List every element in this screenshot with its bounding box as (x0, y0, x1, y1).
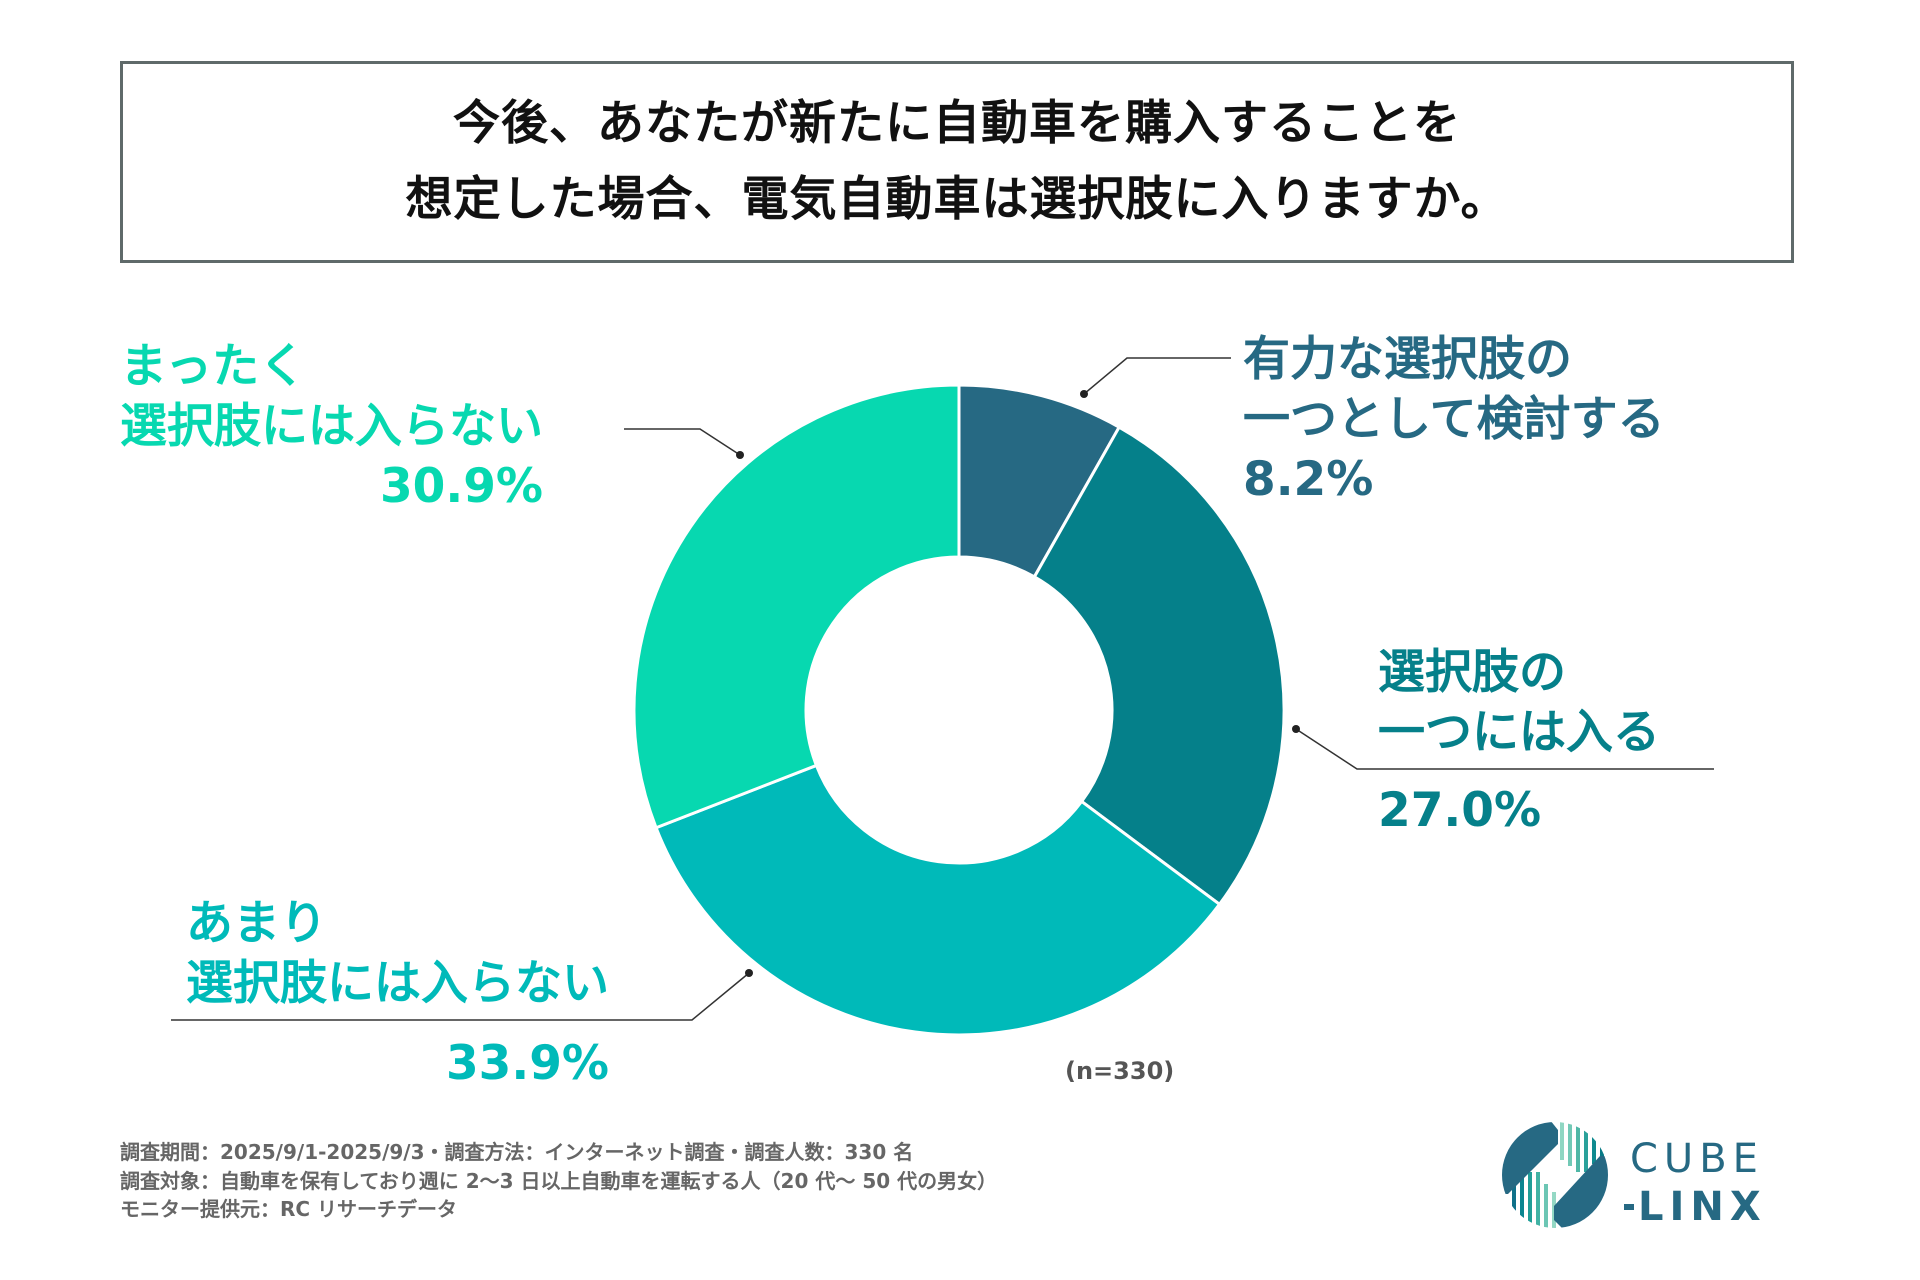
leader-line-4 (624, 428, 741, 456)
leader-lines (171, 357, 1714, 1021)
logo-text-linx: LINX (1638, 1184, 1767, 1230)
label-4-line-2: 選択肢には入らない (120, 399, 543, 454)
slice-label-1: 有力な選択肢の 一つとして検討する 8.2% (1243, 330, 1665, 510)
leader-line-3 (171, 972, 750, 1021)
title-box: 今後、あなたが新たに自動車を購入することを 想定した場合、電気自動車は選択肢に入… (120, 61, 1794, 263)
title-line-1: 今後、あなたが新たに自動車を購入することを (453, 96, 1461, 151)
sample-size-note: (n=330) (1065, 1057, 1175, 1085)
label-4-line-1: まったく (120, 339, 307, 394)
logo-dash (1624, 1204, 1634, 1210)
label-3-line-1: あまり (186, 896, 327, 951)
leader-dot-4 (736, 451, 744, 459)
donut-slice-3 (654, 763, 1222, 1037)
label-4-pct: 30.9% (379, 459, 543, 514)
label-2-line-1: 選択肢の (1378, 645, 1566, 700)
footer-line-3: モニター提供元：RC リサーチデータ (120, 1197, 458, 1221)
footer-line-2: 調査対象：自動車を保有しており週に 2〜3 日以上自動車を運転する人（20 代〜… (120, 1168, 998, 1193)
slice-label-4: まったく 選択肢には入らない 30.9% (120, 337, 543, 517)
label-2-pct: 27.0% (1378, 783, 1542, 838)
label-2-line-2: 一つには入る (1378, 705, 1660, 760)
footer-line-1: 調査期間：2025/9/1-2025/9/3・調査方法：インターネット調査・調査… (120, 1140, 914, 1164)
title-line-2: 想定した場合、電気自動車は選択肢に入りますか。 (405, 172, 1509, 227)
donut-slice-2 (1032, 425, 1286, 907)
label-1-pct: 8.2% (1243, 452, 1374, 507)
cube-linx-logo: CUBE LINX (1502, 1122, 1767, 1230)
donut-slice-4 (632, 383, 961, 830)
slice-label-3: あまり 選択肢には入らない 33.9% (186, 894, 609, 1094)
survey-footer: 調査期間：2025/9/1-2025/9/3・調査方法：インターネット調査・調査… (120, 1138, 997, 1224)
logo-text-cube: CUBE (1630, 1136, 1764, 1182)
label-3-line-2: 選択肢には入らない (186, 956, 609, 1011)
leader-line-1 (1083, 357, 1231, 395)
leader-dot-1 (1080, 390, 1088, 398)
leader-dot-3 (745, 969, 753, 977)
leader-line-2 (1295, 728, 1714, 770)
logo-block-right (1554, 1156, 1608, 1228)
label-1-line-2: 一つとして検討する (1243, 392, 1665, 447)
slice-label-2: 選択肢の 一つには入る 27.0% (1378, 643, 1660, 841)
label-1-line-1: 有力な選択肢の (1243, 332, 1572, 387)
label-3-pct: 33.9% (445, 1036, 609, 1091)
leader-dot-2 (1292, 725, 1300, 733)
